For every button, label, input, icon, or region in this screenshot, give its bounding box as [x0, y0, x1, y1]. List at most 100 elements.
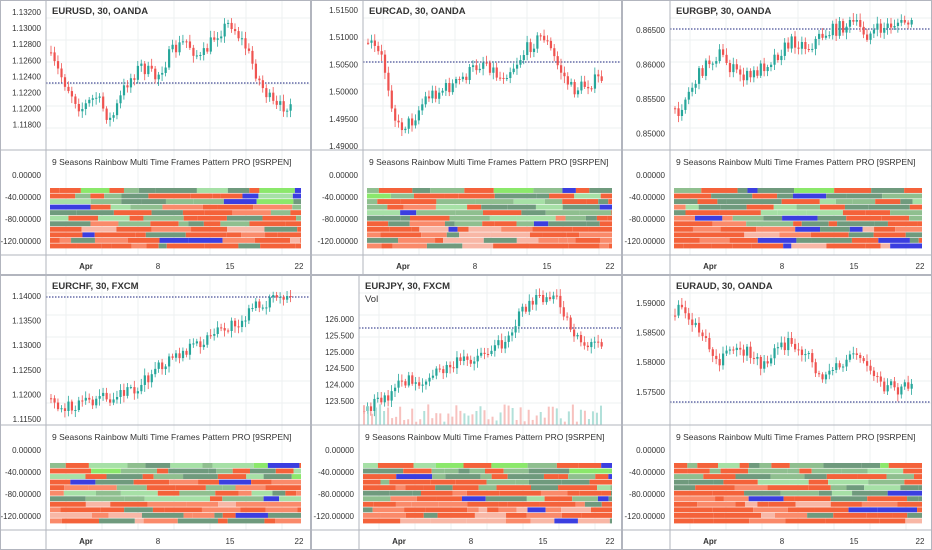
- price-axis-label: 1.57500: [636, 388, 665, 397]
- chart-panel-euraud[interactable]: 1.59000 1.58500 1.58000 1.57500 0.00000 -40.0…: [622, 275, 932, 550]
- time-axis-label: 8: [156, 262, 161, 271]
- indicator-axis-label: -80.00000: [5, 490, 42, 499]
- indicator-axis-label: 0.00000: [636, 171, 665, 180]
- price-axis-label: 1.12600: [12, 56, 41, 65]
- price-axis-label: 1.11500: [13, 415, 42, 424]
- indicator-axis-label: -120.00000: [1, 512, 42, 521]
- time-axis-label: 22: [606, 537, 615, 546]
- price-axis-label: 1.12000: [12, 105, 41, 114]
- time-axis-label: Apr: [703, 537, 717, 546]
- price-axis-label: 1.51000: [329, 33, 358, 42]
- symbol-title: EURAUD, 30, OANDA: [676, 281, 773, 292]
- chart-canvas[interactable]: 1.59000 1.58500 1.58000 1.57500 0.00000 -40.0…: [622, 275, 932, 550]
- indicator-axis-label: -80.00000: [318, 490, 355, 499]
- indicator-axis-label: 0.00000: [636, 446, 665, 455]
- chart-canvas[interactable]: 1.51500 1.51000 1.50500 1.50000 1.49500 1.490…: [311, 0, 622, 275]
- time-axis-label: 22: [916, 262, 925, 271]
- price-axis-label: 1.12500: [12, 366, 41, 375]
- indicator-title: 9 Seasons Rainbow Multi Time Frames Patt…: [52, 157, 292, 167]
- symbol-title: EURCHF, 30, FXCM: [52, 281, 139, 292]
- time-axis-label: Apr: [392, 537, 406, 546]
- price-axis-label: 1.14000: [12, 292, 41, 301]
- indicator-axis-label: 0.00000: [329, 171, 358, 180]
- symbol-title: EURJPY, 30, FXCM: [365, 281, 450, 292]
- chart-canvas[interactable]: 126.000 125.500 125.000 124.500 124.000 123.5…: [311, 275, 622, 550]
- price-axis-label: 0.85000: [636, 130, 665, 139]
- symbol-title: EURCAD, 30, OANDA: [369, 6, 466, 17]
- indicator-title: 9 Seasons Rainbow Multi Time Frames Patt…: [676, 157, 916, 167]
- indicator-title: 9 Seasons Rainbow Multi Time Frames Patt…: [676, 432, 916, 442]
- time-axis-label: 15: [226, 537, 235, 546]
- price-axis-label: 1.11800: [13, 121, 42, 130]
- time-axis-label: 15: [539, 537, 548, 546]
- chart-panel-eurusd[interactable]: 1.13200 1.13000 1.12800 1.12600 1.12400 1.122…: [0, 0, 311, 275]
- price-axis-label: 1.51500: [329, 6, 358, 15]
- time-axis-label: 8: [780, 537, 785, 546]
- price-axis-label: 1.59000: [636, 299, 665, 308]
- price-axis-label: 1.58500: [636, 329, 665, 338]
- symbol-title: EURUSD, 30, OANDA: [52, 6, 149, 17]
- time-axis-label: 15: [226, 262, 235, 271]
- price-axis-label: 0.86000: [636, 61, 665, 70]
- price-axis-label: 1.12000: [12, 390, 41, 399]
- time-axis-label: 8: [780, 262, 785, 271]
- time-axis-label: Apr: [79, 262, 93, 271]
- time-axis-label: 8: [469, 537, 474, 546]
- time-axis-label: 15: [850, 537, 859, 546]
- time-axis-label: 8: [156, 537, 161, 546]
- indicator-axis-label: -80.00000: [322, 215, 359, 224]
- chart-canvas[interactable]: 0.86500 0.86000 0.85500 0.85000 0.00000 -40.0…: [622, 0, 932, 275]
- price-axis-label: 1.49500: [329, 115, 358, 124]
- time-axis-label: Apr: [79, 537, 93, 546]
- price-axis-label: 1.50000: [329, 88, 358, 97]
- chart-panel-eurgbp[interactable]: 0.86500 0.86000 0.85500 0.85000 0.00000 -40.0…: [622, 0, 932, 275]
- indicator-axis-label: -80.00000: [629, 490, 666, 499]
- price-axis-label: 124.500: [325, 364, 354, 373]
- chart-panel-eurchf[interactable]: 1.14000 1.13500 1.13000 1.12500 1.12000 1.115…: [0, 275, 311, 550]
- indicator-axis-label: -120.00000: [1, 237, 42, 246]
- volume-label: Vol: [365, 294, 379, 305]
- indicator-axis-label: 0.00000: [12, 446, 41, 455]
- symbol-title: EURGBP, 30, OANDA: [676, 6, 772, 17]
- chart-canvas[interactable]: 1.14000 1.13500 1.13000 1.12500 1.12000 1.115…: [0, 275, 311, 550]
- price-axis-label: 1.12800: [12, 40, 41, 49]
- indicator-axis-label: -40.00000: [629, 193, 666, 202]
- indicator-axis-label: -120.00000: [625, 237, 666, 246]
- price-axis-label: 126.000: [325, 315, 354, 324]
- price-axis-label: 1.13000: [12, 341, 41, 350]
- time-axis-label: 15: [543, 262, 552, 271]
- price-axis-label: 0.86500: [636, 26, 665, 35]
- chart-panel-eurjpy[interactable]: 126.000 125.500 125.000 124.500 124.000 123.5…: [311, 275, 622, 550]
- indicator-axis-label: -80.00000: [629, 215, 666, 224]
- price-axis-label: 125.000: [325, 348, 354, 357]
- time-axis-label: 15: [850, 262, 859, 271]
- price-axis-label: 1.13000: [12, 24, 41, 33]
- indicator-title: 9 Seasons Rainbow Multi Time Frames Patt…: [365, 432, 605, 442]
- chart-canvas[interactable]: 1.13200 1.13000 1.12800 1.12600 1.12400 1.122…: [0, 0, 311, 275]
- time-axis-label: 22: [916, 537, 925, 546]
- price-axis-label: 123.500: [325, 397, 354, 406]
- indicator-axis-label: -40.00000: [322, 193, 359, 202]
- indicator-axis-label: -40.00000: [629, 468, 666, 477]
- time-axis-label: 22: [295, 537, 304, 546]
- price-axis-label: 1.50500: [329, 60, 358, 69]
- price-axis-label: 1.49000: [329, 142, 358, 151]
- time-axis-label: Apr: [396, 262, 410, 271]
- time-axis-label: Apr: [703, 262, 717, 271]
- chart-panel-eurcad[interactable]: 1.51500 1.51000 1.50500 1.50000 1.49500 1.490…: [311, 0, 622, 275]
- indicator-axis-label: 0.00000: [12, 171, 41, 180]
- indicator-axis-label: -120.00000: [314, 512, 355, 521]
- indicator-axis-label: -40.00000: [5, 468, 42, 477]
- price-axis-label: 124.000: [325, 381, 354, 390]
- indicator-axis-label: -40.00000: [318, 468, 355, 477]
- price-axis-label: 0.85500: [636, 95, 665, 104]
- indicator-axis-label: 0.00000: [325, 446, 354, 455]
- indicator-title: 9 Seasons Rainbow Multi Time Frames Patt…: [52, 432, 292, 442]
- price-axis-label: 1.58000: [636, 358, 665, 367]
- price-axis-label: 1.13500: [12, 317, 41, 326]
- price-axis-label: 125.500: [325, 331, 354, 340]
- indicator-axis-label: -80.00000: [5, 215, 42, 224]
- price-axis-label: 1.12200: [12, 89, 41, 98]
- indicator-title: 9 Seasons Rainbow Multi Time Frames Patt…: [369, 157, 609, 167]
